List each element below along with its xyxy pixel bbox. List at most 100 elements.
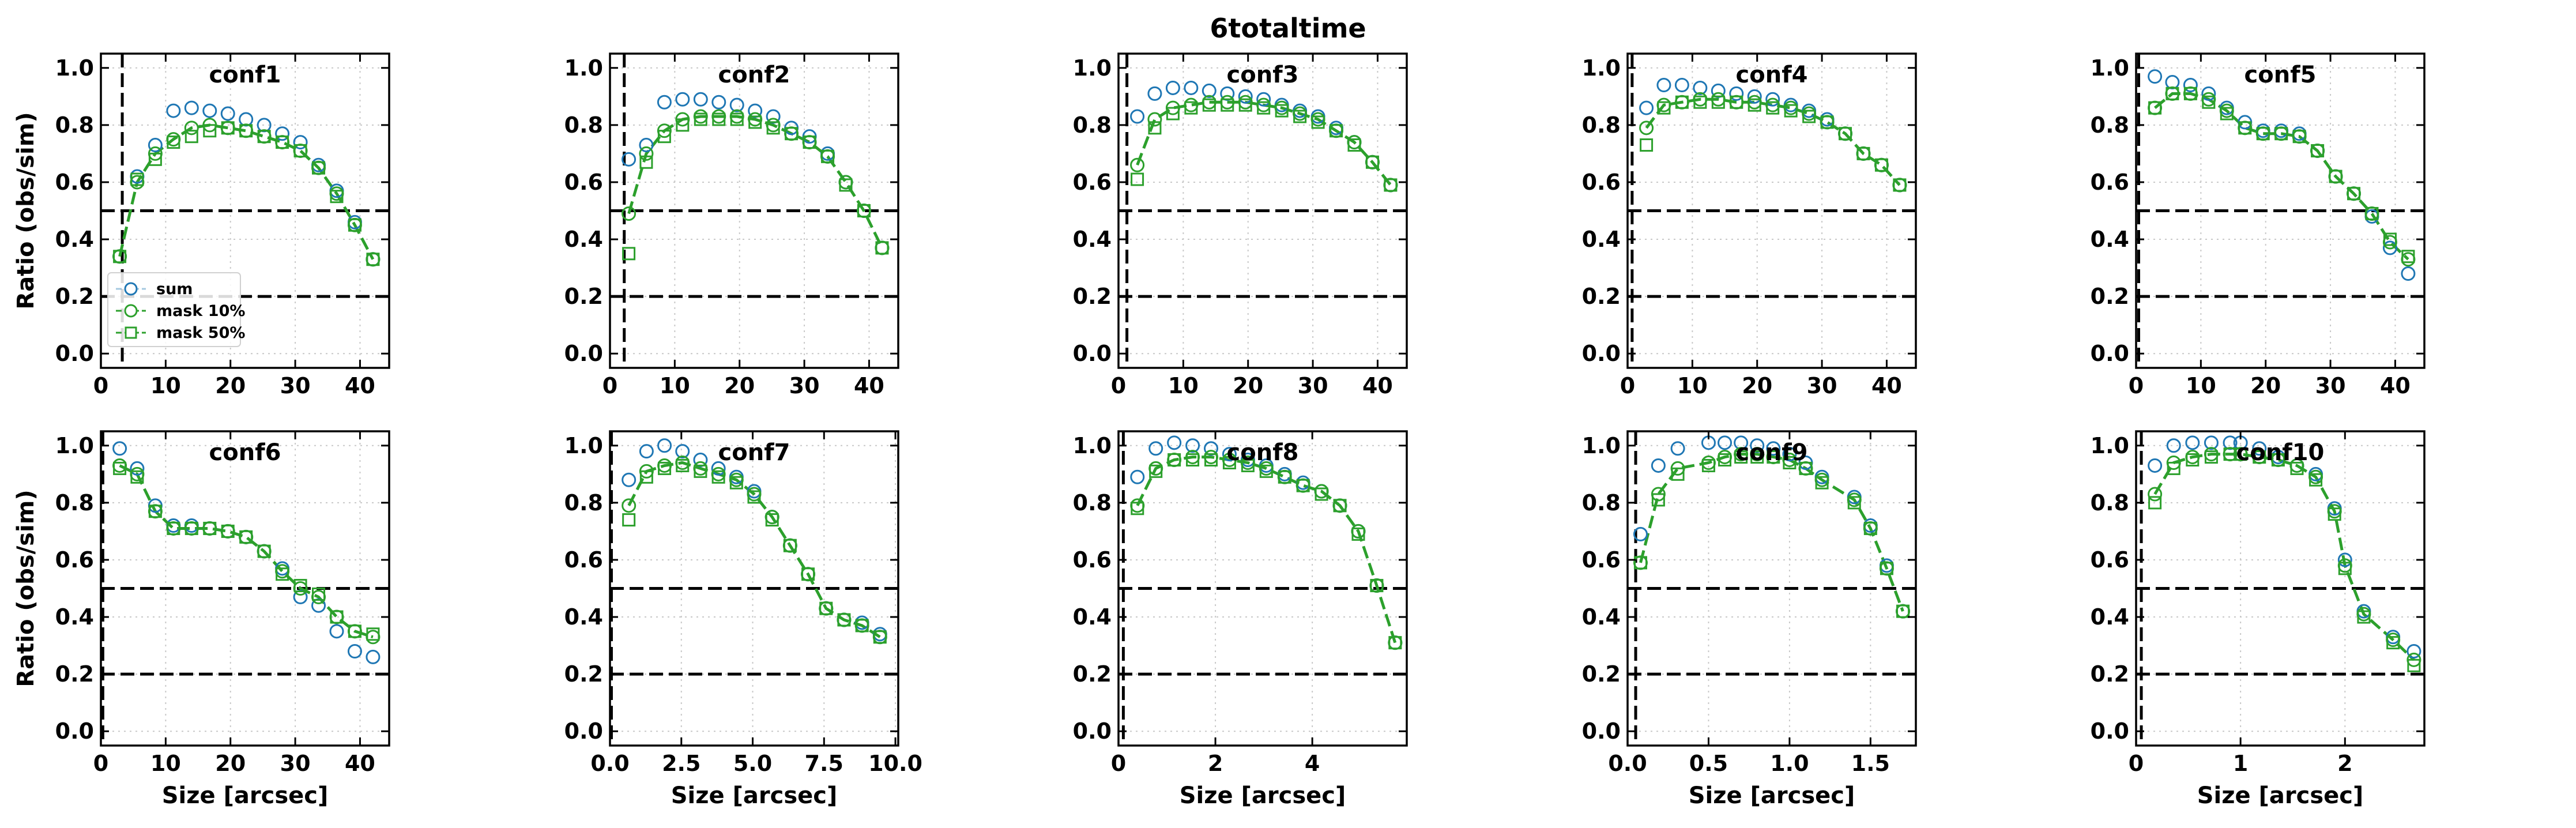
data-point [184, 121, 199, 136]
data-point [875, 240, 890, 255]
data-point [675, 444, 690, 459]
x-tick-label: 5.0 [733, 751, 772, 776]
x-tick-label: 40 [1362, 373, 1393, 398]
data-point [1863, 521, 1877, 535]
data-point [765, 513, 779, 527]
data-point [711, 461, 726, 476]
data-point [1166, 107, 1180, 121]
data-point [1333, 499, 1347, 513]
x-tick-label: 2.5 [662, 751, 701, 776]
data-point [202, 103, 217, 118]
data-point [2364, 206, 2379, 221]
data-point [275, 126, 290, 141]
data-point [2201, 86, 2216, 101]
data-point [276, 567, 289, 581]
data-point [221, 524, 235, 538]
series-mask-50- [113, 121, 380, 266]
y-tick-label: 0.8 [55, 490, 94, 515]
data-point [167, 136, 180, 149]
data-point [366, 253, 380, 266]
data-point [1651, 493, 1665, 507]
fit-line [627, 461, 881, 638]
data-point [1186, 453, 1200, 467]
data-point [2148, 100, 2163, 115]
x-tick-label: 40 [345, 751, 375, 776]
series-mask-50- [1131, 98, 1398, 192]
series-mask-50- [622, 458, 887, 644]
y-tick-label: 0.8 [1582, 490, 1621, 515]
data-point [783, 539, 797, 552]
y-axis-label: Ratio (obs/sim) [13, 112, 39, 309]
series-mask-50- [113, 461, 380, 641]
y-tick-label: 0.0 [55, 341, 94, 366]
data-point [694, 112, 707, 126]
legend: sum mask 10% mask 50% [107, 272, 245, 347]
y-tick-label: 0.6 [564, 547, 603, 573]
data-point [1185, 438, 1200, 453]
data-point [622, 206, 637, 221]
data-point [2328, 507, 2341, 521]
axes-frame [100, 430, 390, 747]
data-point [148, 152, 162, 166]
data-point [801, 567, 815, 581]
data-point [1734, 450, 1748, 464]
axes-frame [1117, 430, 1408, 747]
data-point [2274, 127, 2288, 141]
data-point [1147, 112, 1162, 127]
data-point [622, 152, 637, 167]
data-point [2407, 658, 2421, 672]
data-point [184, 521, 198, 535]
y-tick-label: 0.2 [1582, 661, 1621, 687]
data-point [2202, 95, 2216, 109]
data-point [1222, 447, 1237, 462]
data-point [1202, 83, 1217, 98]
fit-line [2154, 92, 2409, 261]
data-point [2401, 266, 2416, 281]
y-tick-label: 0.6 [1073, 170, 1112, 195]
data-point [1131, 172, 1144, 186]
y-tick-label: 0.6 [55, 170, 94, 195]
data-point [622, 513, 636, 527]
data-point [1820, 115, 1834, 129]
data-point [2347, 187, 2361, 201]
y-tick-label: 0.2 [564, 284, 603, 309]
data-point [2185, 435, 2200, 450]
data-point [1275, 104, 1289, 118]
data-point [1856, 146, 1870, 160]
fit-line [119, 464, 374, 639]
data-point [1766, 441, 1781, 456]
panel-title: conf1 [209, 62, 281, 88]
data-point [1384, 178, 1398, 192]
panel-title: conf9 [1736, 439, 1808, 466]
data-point [348, 624, 361, 638]
data-point [1730, 95, 1743, 109]
legend-box [107, 272, 241, 347]
series-mask-50- [2148, 86, 2415, 264]
axes-frame [2135, 52, 2426, 369]
data-point [1238, 89, 1253, 104]
data-point [1167, 435, 1182, 450]
data-point [2386, 636, 2400, 650]
x-tick-label: 0 [2129, 751, 2144, 776]
axes-frame [609, 430, 899, 747]
data-point [220, 106, 235, 121]
x-tick-label: 10 [1168, 373, 1199, 398]
x-tick-label: 40 [2380, 373, 2411, 398]
data-point [693, 92, 708, 107]
data-point [366, 630, 381, 645]
data-point [1701, 458, 1715, 472]
series-mask-50- [1633, 450, 1910, 618]
data-point [1639, 100, 1654, 115]
data-point [1734, 435, 1749, 450]
data-point [112, 441, 127, 456]
data-point [803, 136, 816, 149]
data-point [1656, 78, 1671, 92]
data-point [1802, 110, 1816, 123]
data-point [1130, 498, 1145, 513]
data-point [873, 630, 887, 644]
y-tick-label: 0.8 [1073, 112, 1112, 138]
y-tick-label: 1.0 [1582, 55, 1621, 81]
y-tick-label: 1.0 [564, 55, 603, 81]
y-tick-label: 0.4 [55, 604, 94, 630]
panel-title: conf6 [209, 439, 281, 466]
